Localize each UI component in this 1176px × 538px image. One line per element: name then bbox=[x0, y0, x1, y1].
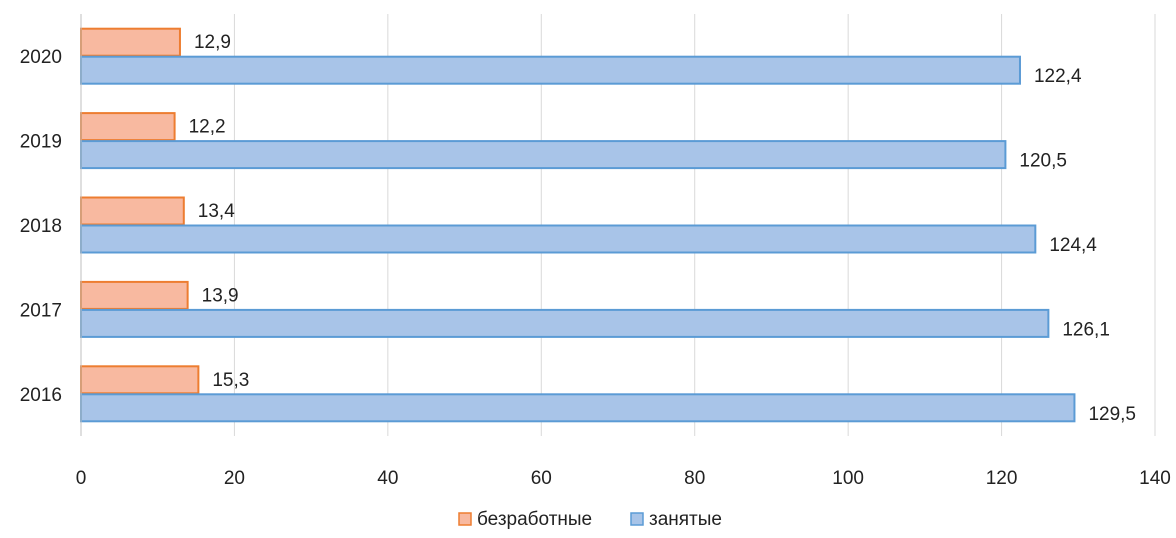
y-axis: 2016 2017 2018 2019 2020 bbox=[20, 14, 82, 436]
data-label: 12,9 bbox=[194, 32, 231, 53]
legend-swatch bbox=[630, 512, 644, 526]
x-tick-label: 40 bbox=[377, 468, 398, 489]
legend-label: безработные bbox=[477, 509, 592, 530]
x-tick-label: 20 bbox=[224, 468, 245, 489]
data-label: 126,1 bbox=[1062, 319, 1110, 340]
x-tick-label: 100 bbox=[832, 468, 864, 489]
x-axis: 0 20 40 60 80 100 120 140 bbox=[76, 468, 1171, 489]
data-label: 12,2 bbox=[189, 117, 226, 138]
data-label: 13,4 bbox=[198, 201, 235, 222]
y-tick-label: 2016 bbox=[20, 385, 62, 406]
y-tick-label: 2017 bbox=[20, 300, 62, 321]
data-label: 15,3 bbox=[212, 370, 249, 391]
data-labels: 15,3 129,5 13,9 126,1 13,4 124,4 12,2 120,5 12,9… bbox=[189, 32, 1136, 425]
data-label: 120,5 bbox=[1019, 151, 1067, 172]
bar-employed bbox=[80, 55, 1021, 85]
data-label: 122,4 bbox=[1034, 66, 1082, 87]
bar-unemployed bbox=[80, 27, 181, 57]
x-tick-label: 140 bbox=[1139, 468, 1171, 489]
bar-employed bbox=[80, 224, 1037, 254]
x-tick-label: 0 bbox=[76, 468, 87, 489]
bar-unemployed bbox=[80, 365, 200, 395]
data-label: 129,5 bbox=[1088, 404, 1136, 425]
y-tick-label: 2019 bbox=[20, 132, 62, 153]
bar-unemployed bbox=[80, 112, 176, 142]
bars bbox=[80, 27, 1076, 423]
bar-employed bbox=[80, 308, 1050, 338]
bar-employed bbox=[80, 140, 1007, 170]
bar-unemployed bbox=[80, 196, 185, 226]
x-tick-label: 60 bbox=[531, 468, 552, 489]
x-tick-label: 120 bbox=[986, 468, 1018, 489]
y-tick-label: 2018 bbox=[20, 216, 62, 237]
data-label: 124,4 bbox=[1049, 235, 1097, 256]
bar-employed bbox=[80, 393, 1076, 423]
x-tick-label: 80 bbox=[684, 468, 705, 489]
legend-label: занятые bbox=[649, 509, 722, 530]
data-label: 13,9 bbox=[202, 285, 239, 306]
bar-unemployed bbox=[80, 280, 189, 310]
legend: безработные занятые bbox=[458, 509, 722, 530]
legend-swatch bbox=[458, 512, 472, 526]
y-tick-label: 2020 bbox=[20, 47, 62, 68]
